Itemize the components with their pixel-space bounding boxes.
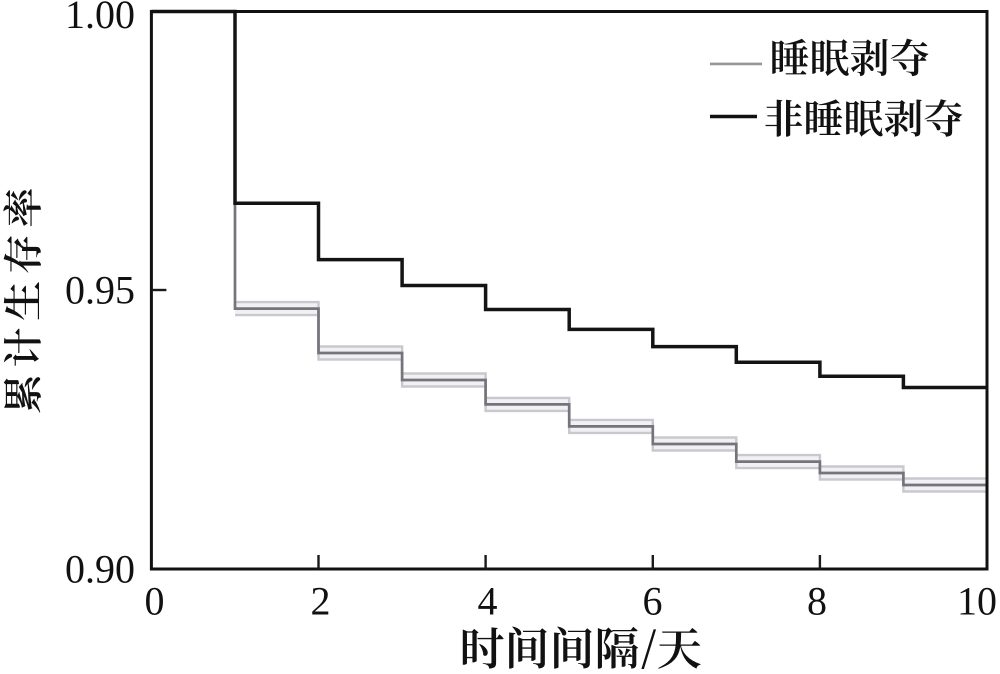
svg-text:10: 10 xyxy=(957,579,997,624)
svg-text:0.90: 0.90 xyxy=(65,546,135,591)
svg-text:0.95: 0.95 xyxy=(65,267,135,312)
svg-text:4: 4 xyxy=(478,579,498,624)
svg-text:6: 6 xyxy=(643,579,663,624)
svg-text:2: 2 xyxy=(311,579,331,624)
svg-text:8: 8 xyxy=(807,579,827,624)
svg-text:1.00: 1.00 xyxy=(65,0,135,37)
svg-text:0: 0 xyxy=(145,579,165,624)
